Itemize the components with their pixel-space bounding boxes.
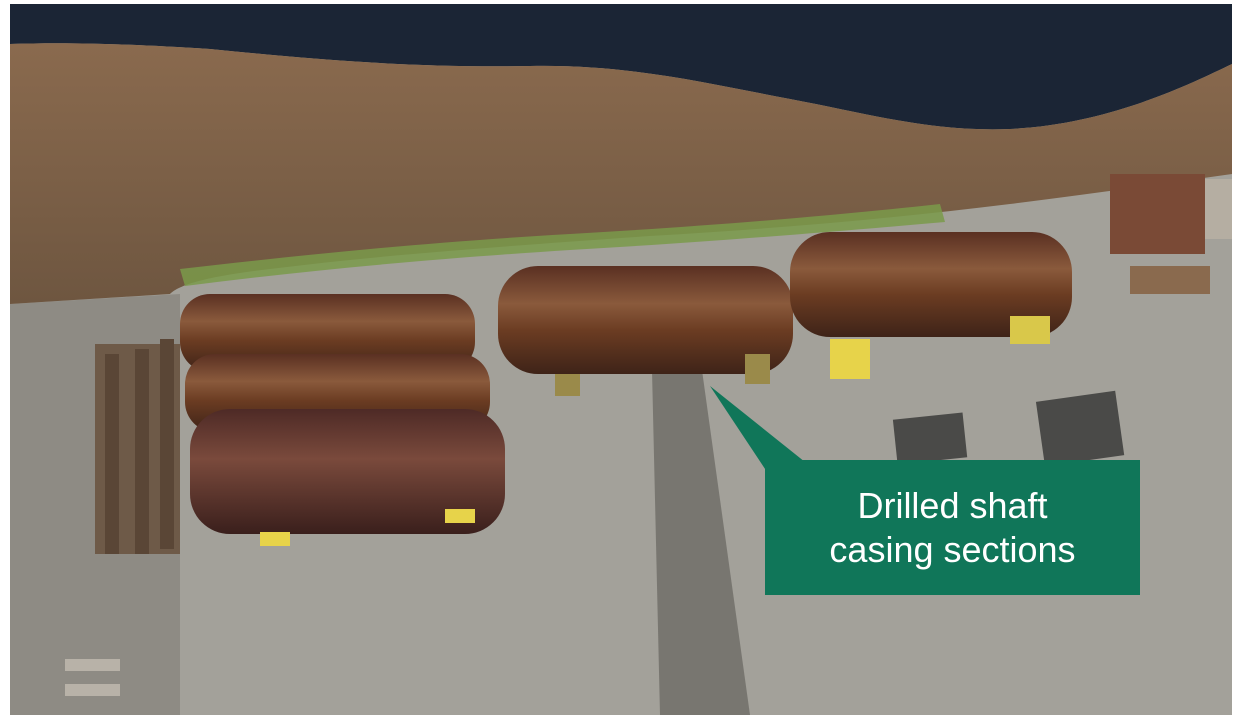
aerial-photo (10, 4, 1232, 715)
ground-plate (892, 412, 968, 465)
callout-pointer (710, 386, 805, 484)
casing-stack-left (180, 294, 505, 546)
river-water (10, 4, 1232, 130)
callout-label: Drilled shaft casing sections (829, 485, 1076, 570)
vegetation-bank (10, 43, 1232, 305)
ground-plate (1035, 390, 1125, 467)
timber-stack (1110, 174, 1205, 254)
callout-box (765, 460, 1140, 595)
casing-row-right (498, 232, 1072, 396)
